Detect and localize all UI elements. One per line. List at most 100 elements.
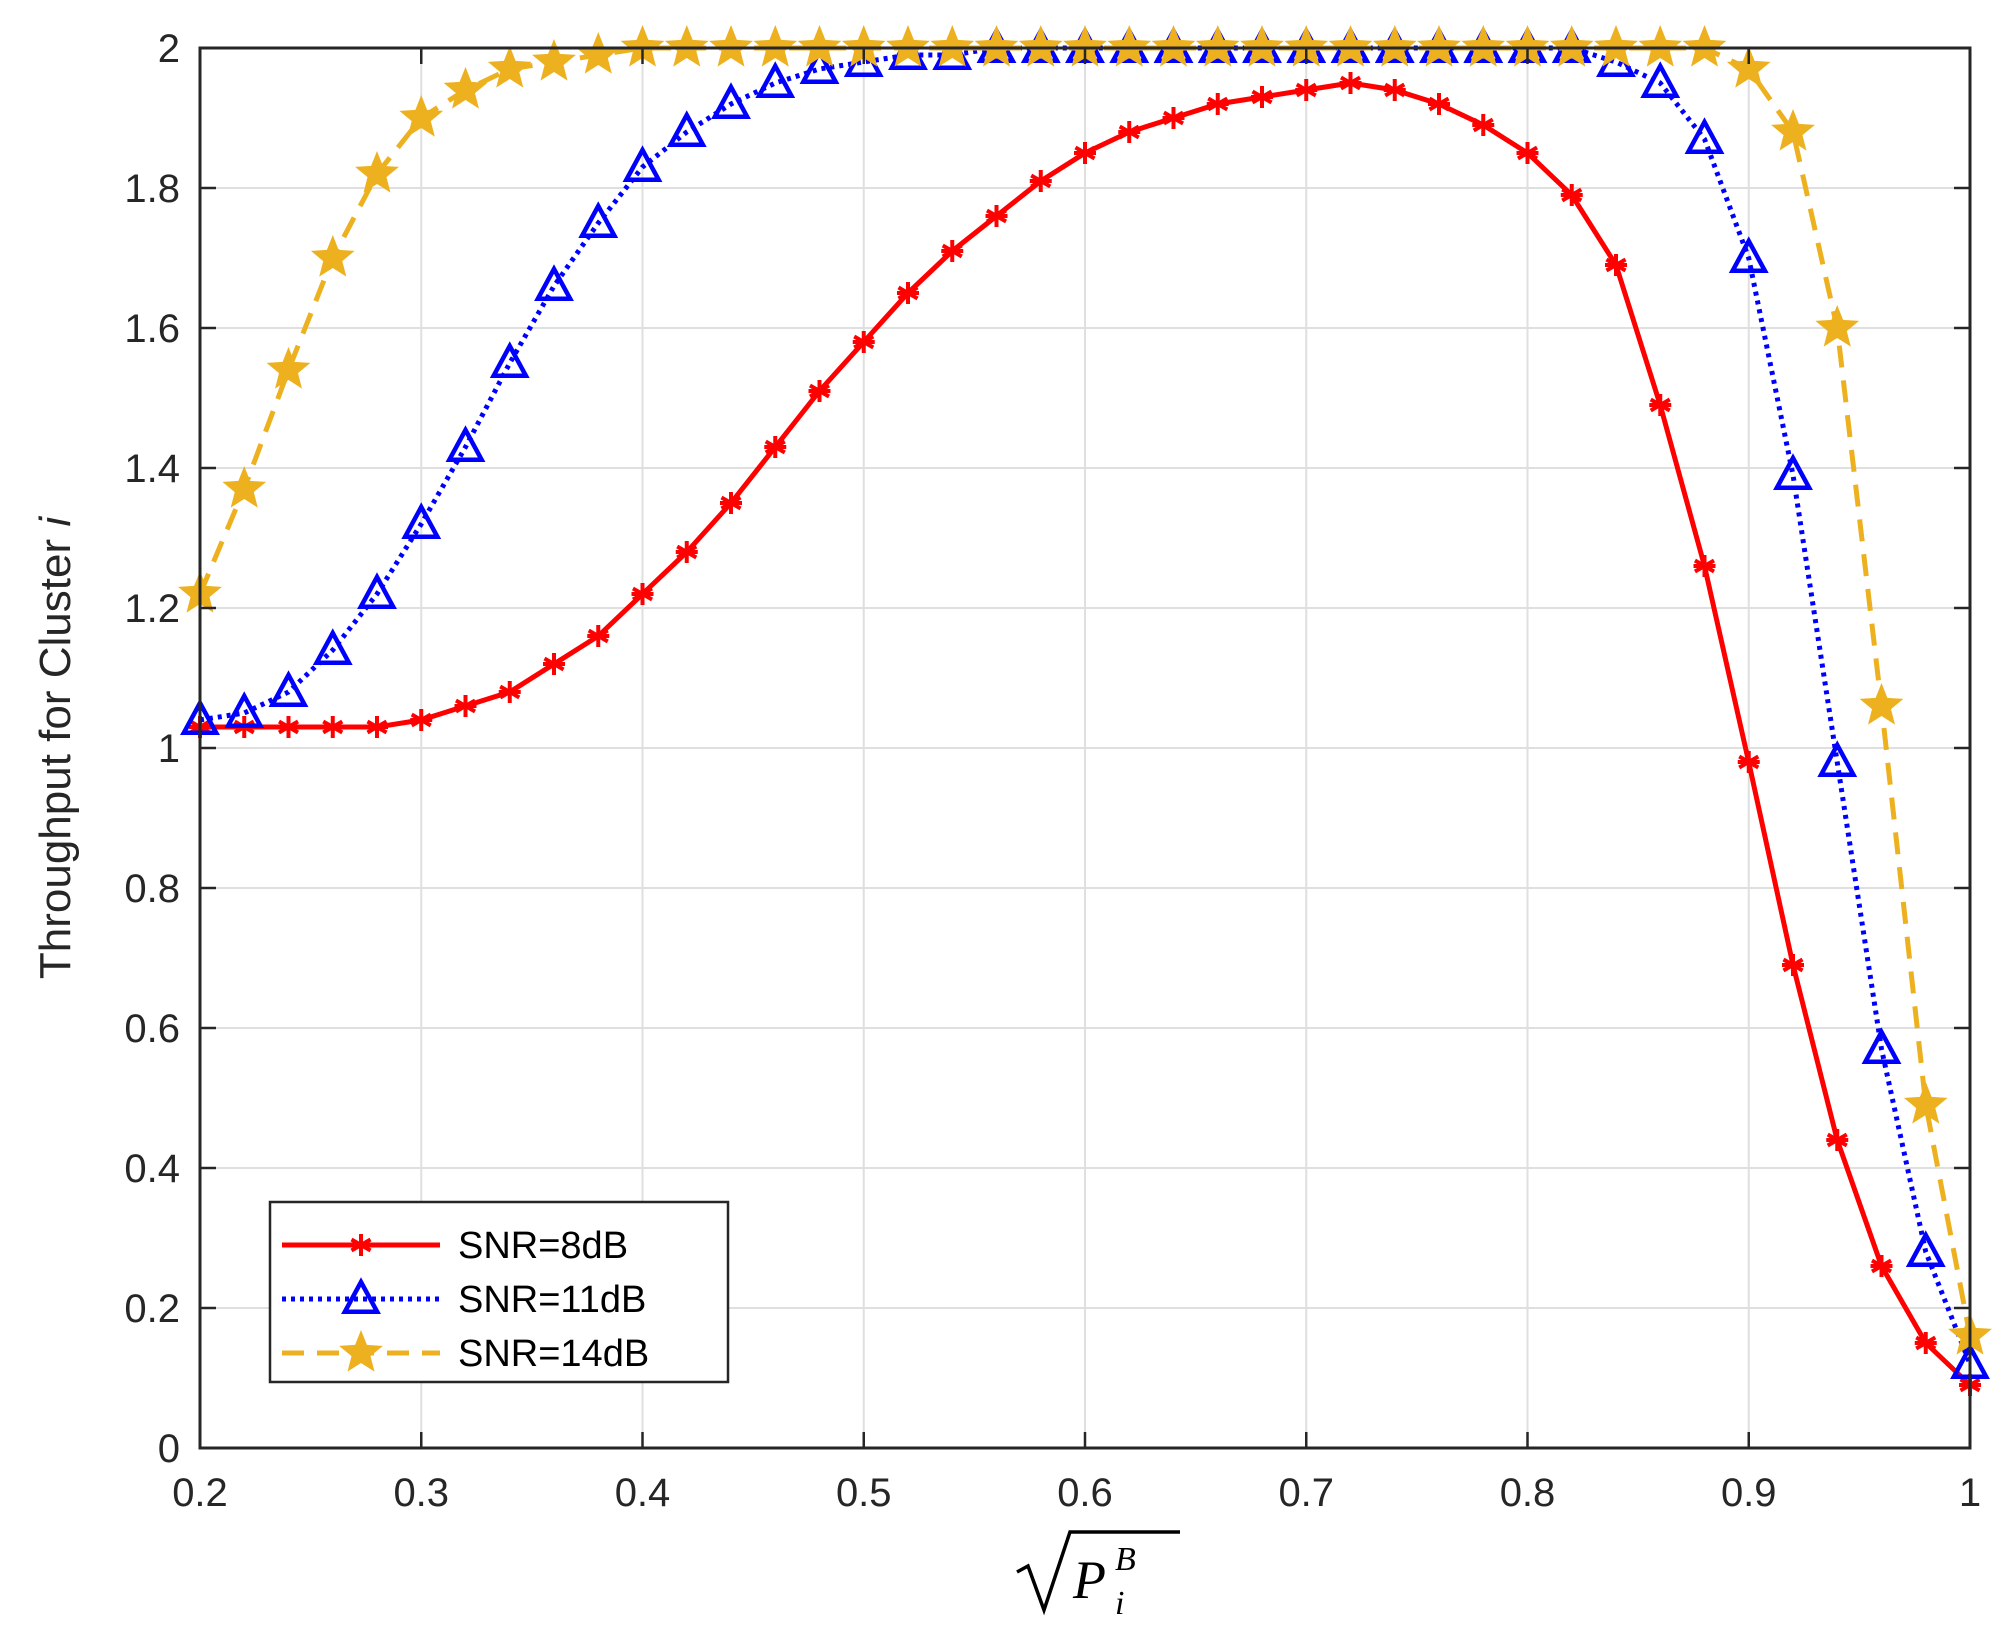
- data-point: [1903, 1082, 1948, 1124]
- legend-label: SNR=14dB: [458, 1333, 649, 1375]
- data-point: [587, 625, 610, 647]
- data-point: [310, 235, 355, 277]
- legend-label: SNR=8dB: [458, 1225, 628, 1267]
- data-point: [1118, 121, 1141, 143]
- legend-item: SNR=14dB: [282, 1330, 649, 1375]
- data-point: [675, 541, 698, 563]
- data-point: [755, 61, 796, 98]
- data-point: [357, 572, 397, 609]
- data-point: [534, 264, 574, 301]
- series-line: [199, 45, 1973, 1365]
- y-tick-label: 0.6: [124, 1007, 180, 1051]
- data-point: [666, 110, 707, 147]
- data-point: [709, 25, 753, 67]
- data-point: [224, 691, 265, 728]
- x-tick-label: 0.8: [1500, 1471, 1556, 1515]
- y-axis-label: Throughput for Cluster i: [31, 516, 80, 979]
- data-point: [1594, 25, 1638, 67]
- data-point: [454, 695, 477, 717]
- y-tick-label: 0: [158, 1427, 180, 1471]
- data-point: [797, 25, 842, 67]
- data-point: [1815, 305, 1860, 347]
- data-point: [1284, 25, 1329, 67]
- ticks: [198, 46, 1972, 1450]
- data-point: [799, 47, 840, 84]
- legend-marker: [341, 1277, 381, 1314]
- data-point: [631, 583, 654, 605]
- data-point: [498, 681, 521, 703]
- data-point: [753, 25, 798, 67]
- data-point: [1328, 25, 1373, 67]
- data-point: [1861, 1027, 1902, 1064]
- data-point: [1417, 25, 1461, 67]
- data-point: [897, 282, 919, 304]
- legend-items: SNR=8dB SNR=11dB SNR=14dB: [282, 1225, 649, 1375]
- data-point: [1251, 86, 1273, 108]
- data-point: [1549, 25, 1594, 67]
- data-point: [410, 709, 433, 731]
- data-point: [1726, 46, 1771, 88]
- data-point: [1737, 751, 1760, 773]
- data-point: [532, 39, 576, 81]
- data-point: [622, 145, 663, 182]
- data-point: [277, 716, 300, 738]
- x-tick-label: 0.3: [393, 1471, 449, 1515]
- data-point: [1914, 1332, 1937, 1354]
- data-point: [578, 201, 619, 238]
- data-point: [1826, 1129, 1849, 1151]
- y-tick-label: 0.4: [124, 1147, 180, 1191]
- x-tick-label: 0.2: [172, 1471, 228, 1515]
- data-point: [1782, 954, 1804, 976]
- x-axis-label-superscript: B: [1115, 1541, 1136, 1578]
- y-tick-label: 0.8: [124, 867, 180, 911]
- data-point: [1640, 61, 1681, 98]
- data-point: [974, 25, 1019, 67]
- data-point: [1684, 117, 1725, 154]
- data-point: [720, 492, 742, 514]
- data-point: [1472, 114, 1495, 136]
- data-point: [1383, 79, 1406, 101]
- data-point: [985, 205, 1008, 227]
- legend: SNR=8dB SNR=11dB SNR=14dB: [268, 1200, 730, 1384]
- data-point: [312, 628, 353, 665]
- data-point: [366, 716, 388, 738]
- data-point: [808, 380, 831, 402]
- y-tick-label: 1.6: [124, 307, 180, 351]
- data-point: [841, 25, 886, 67]
- data-point: [543, 653, 565, 675]
- data-point: [1870, 1255, 1893, 1277]
- y-tick-label: 0.2: [124, 1287, 180, 1331]
- data-point: [664, 25, 709, 67]
- data-point: [399, 95, 444, 137]
- y-tick-label: 2: [158, 27, 180, 71]
- x-tick-label: 0.7: [1278, 1471, 1334, 1515]
- data-point: [1240, 25, 1284, 67]
- data-point: [886, 25, 930, 67]
- data-point: [443, 67, 488, 109]
- data-point: [321, 716, 344, 738]
- legend-item: SNR=11dB: [282, 1277, 646, 1321]
- y-tick-label: 1: [158, 727, 180, 771]
- x-axis-label-subscript: i: [1115, 1585, 1124, 1622]
- data-point: [941, 240, 964, 262]
- data-point: [1638, 25, 1683, 67]
- data-point: [1693, 555, 1716, 577]
- data-point: [764, 436, 787, 458]
- data-point: [1905, 1230, 1946, 1267]
- data-point: [355, 151, 399, 193]
- data-point: [1063, 25, 1107, 67]
- data-point: [1560, 184, 1583, 206]
- y-tick-label: 1.2: [124, 587, 180, 631]
- data-point: [1151, 25, 1196, 67]
- data-point: [1074, 142, 1096, 164]
- data-point: [1339, 72, 1362, 94]
- legend-label: SNR=11dB: [458, 1279, 646, 1321]
- data-point: [576, 32, 621, 74]
- x-tick-label: 0.9: [1721, 1471, 1777, 1515]
- data-point: [1682, 25, 1727, 67]
- x-axis-label-base: P: [1072, 1550, 1106, 1610]
- data-point: [268, 670, 309, 707]
- data-point: [1461, 25, 1506, 67]
- data-point: [1372, 25, 1417, 67]
